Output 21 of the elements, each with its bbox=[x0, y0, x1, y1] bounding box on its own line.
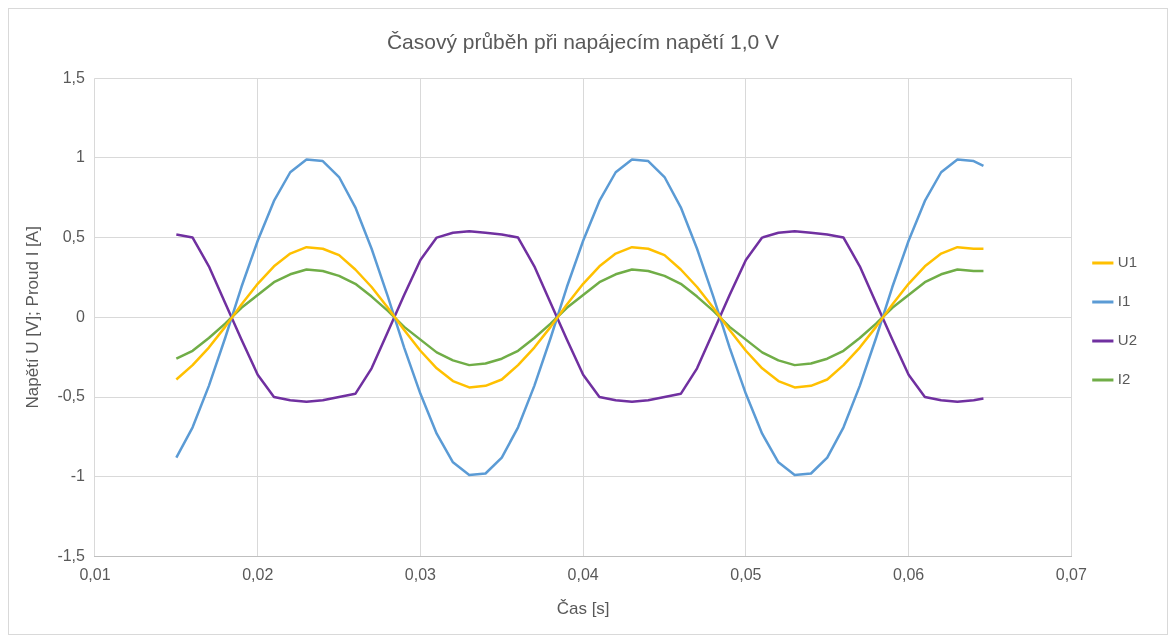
chart-title: Časový průběh při napájecím napětí 1,0 V bbox=[386, 30, 780, 54]
x-axis-title: Čas [s] bbox=[556, 599, 610, 619]
x-tick-label: 0,06 bbox=[893, 566, 925, 584]
x-tick-label: 0,02 bbox=[242, 566, 274, 584]
y-tick-label: 1,5 bbox=[62, 68, 86, 86]
x-tick-label: 0,01 bbox=[79, 566, 111, 584]
x-tick-label: 0,03 bbox=[404, 566, 437, 584]
y-tick-label: 0,5 bbox=[62, 228, 86, 246]
legend-label: I2 bbox=[1117, 370, 1131, 388]
x-tick-label: 0,05 bbox=[730, 566, 762, 584]
y-tick-label: 1 bbox=[76, 148, 86, 166]
y-axis-title: Napětí U [V]; Proud I [A] bbox=[22, 226, 42, 409]
legend-label: U2 bbox=[1117, 331, 1138, 349]
y-tick-label: -1 bbox=[70, 467, 86, 485]
y-tick-label: 0 bbox=[76, 307, 86, 325]
x-tick-label: 0,04 bbox=[567, 566, 599, 584]
legend-label: U1 bbox=[1117, 253, 1138, 271]
x-tick-label: 0,07 bbox=[1055, 566, 1087, 584]
y-tick-label: -1,5 bbox=[57, 546, 86, 564]
y-tick-label: -0,5 bbox=[57, 387, 86, 405]
legend-label: I1 bbox=[1117, 292, 1131, 310]
